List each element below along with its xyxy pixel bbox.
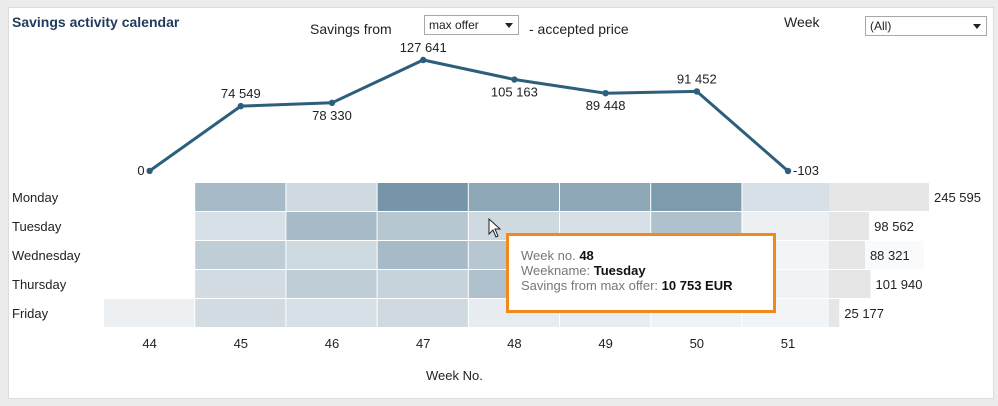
line-point[interactable] — [511, 76, 518, 83]
row-total-label: 98 562 — [874, 219, 914, 234]
tooltip-week-row: Week no. 48 — [521, 248, 773, 263]
savings-from-dropdown[interactable]: max offer — [424, 15, 519, 35]
heat-cell[interactable] — [742, 183, 833, 211]
line-data-label: 89 448 — [586, 98, 626, 113]
row-label-friday: Friday — [12, 306, 49, 321]
chevron-down-icon — [973, 24, 981, 29]
x-axis-title: Week No. — [426, 368, 483, 383]
row-label-wednesday: Wednesday — [12, 248, 81, 263]
heat-cell[interactable] — [377, 183, 468, 211]
heat-cell[interactable] — [286, 270, 377, 298]
x-tick-label: 44 — [142, 336, 156, 351]
line-point[interactable] — [146, 167, 153, 175]
mouse-cursor-icon — [488, 218, 502, 238]
x-tick-label: 50 — [690, 336, 704, 351]
chevron-down-icon — [505, 23, 513, 28]
line-data-label: -103 — [793, 163, 819, 178]
tooltip-week-label: Week no. — [521, 248, 576, 263]
row-total-bar[interactable] — [829, 241, 865, 269]
heat-cell[interactable] — [286, 299, 377, 327]
x-tick-label: 51 — [781, 336, 795, 351]
line-point[interactable] — [237, 102, 244, 110]
accepted-price-label: - accepted price — [529, 21, 629, 37]
line-point[interactable] — [420, 56, 427, 64]
tooltip: Week no. 48 Weekname: Tuesday Savings fr… — [506, 233, 776, 313]
line-data-label: 105 163 — [491, 85, 538, 100]
heat-cell[interactable] — [195, 299, 286, 327]
heat-cell[interactable] — [377, 212, 468, 240]
savings-from-label: Savings from — [310, 21, 392, 37]
heat-cell[interactable] — [195, 183, 286, 211]
x-tick-label: 45 — [234, 336, 248, 351]
savings-line — [148, 58, 789, 173]
tooltip-weekname-value: Tuesday — [593, 263, 646, 278]
heat-cell[interactable] — [104, 299, 195, 327]
line-point[interactable] — [693, 88, 700, 95]
row-total-bar[interactable] — [829, 270, 871, 298]
tooltip-weekname-row: Weekname: Tuesday — [521, 263, 773, 278]
x-tick-label: 48 — [507, 336, 521, 351]
week-filter-dropdown[interactable]: (All) — [865, 16, 987, 36]
row-total-bar[interactable] — [829, 212, 870, 240]
tooltip-week-value: 48 — [579, 248, 594, 263]
row-total-label: 88 321 — [870, 248, 910, 263]
line-point[interactable] — [784, 167, 792, 175]
row-total-label: 245 595 — [934, 190, 981, 205]
row-total-bar[interactable] — [829, 183, 929, 211]
heat-cell[interactable] — [377, 270, 468, 298]
week-filter-label: Week — [784, 14, 820, 30]
heat-cell[interactable] — [195, 270, 286, 298]
row-label-tuesday: Tuesday — [12, 219, 62, 234]
line-data-label: 91 452 — [677, 71, 717, 86]
heat-cell[interactable] — [286, 241, 377, 269]
line-point[interactable] — [602, 89, 609, 97]
heat-cell[interactable] — [468, 183, 559, 211]
row-total-bar[interactable] — [829, 299, 840, 327]
heat-cell[interactable] — [560, 183, 651, 211]
heat-cell[interactable] — [195, 241, 286, 269]
savings-from-value: max offer — [429, 18, 479, 32]
line-data-label: 127 641 — [400, 40, 447, 55]
row-total-label: 101 940 — [876, 277, 923, 292]
heat-cell[interactable] — [377, 241, 468, 269]
row-label-monday: Monday — [12, 190, 59, 205]
heat-cell[interactable] — [286, 183, 377, 211]
line-data-label: 0 — [137, 163, 144, 178]
heat-cell[interactable] — [651, 183, 742, 211]
tooltip-savings-label: Savings from max offer: — [521, 278, 659, 293]
x-tick-label: 47 — [416, 336, 430, 351]
line-data-label: 74 549 — [221, 86, 261, 101]
line-data-label: 78 330 — [312, 108, 352, 123]
x-tick-label: 46 — [325, 336, 339, 351]
line-point[interactable] — [328, 99, 336, 107]
row-total-label: 25 177 — [844, 306, 884, 321]
x-tick-label: 49 — [598, 336, 612, 351]
week-filter-value: (All) — [870, 19, 892, 33]
tooltip-savings-value: 10 753 EUR — [661, 278, 733, 293]
heat-cell[interactable] — [377, 299, 468, 327]
tooltip-savings-row: Savings from max offer: 10 753 EUR — [521, 278, 773, 293]
heat-cell[interactable] — [195, 212, 286, 240]
heat-cell[interactable] — [286, 212, 377, 240]
chart-title: Savings activity calendar — [12, 14, 180, 30]
tooltip-weekname-label: Weekname: — [521, 263, 591, 278]
row-label-thursday: Thursday — [12, 277, 67, 292]
